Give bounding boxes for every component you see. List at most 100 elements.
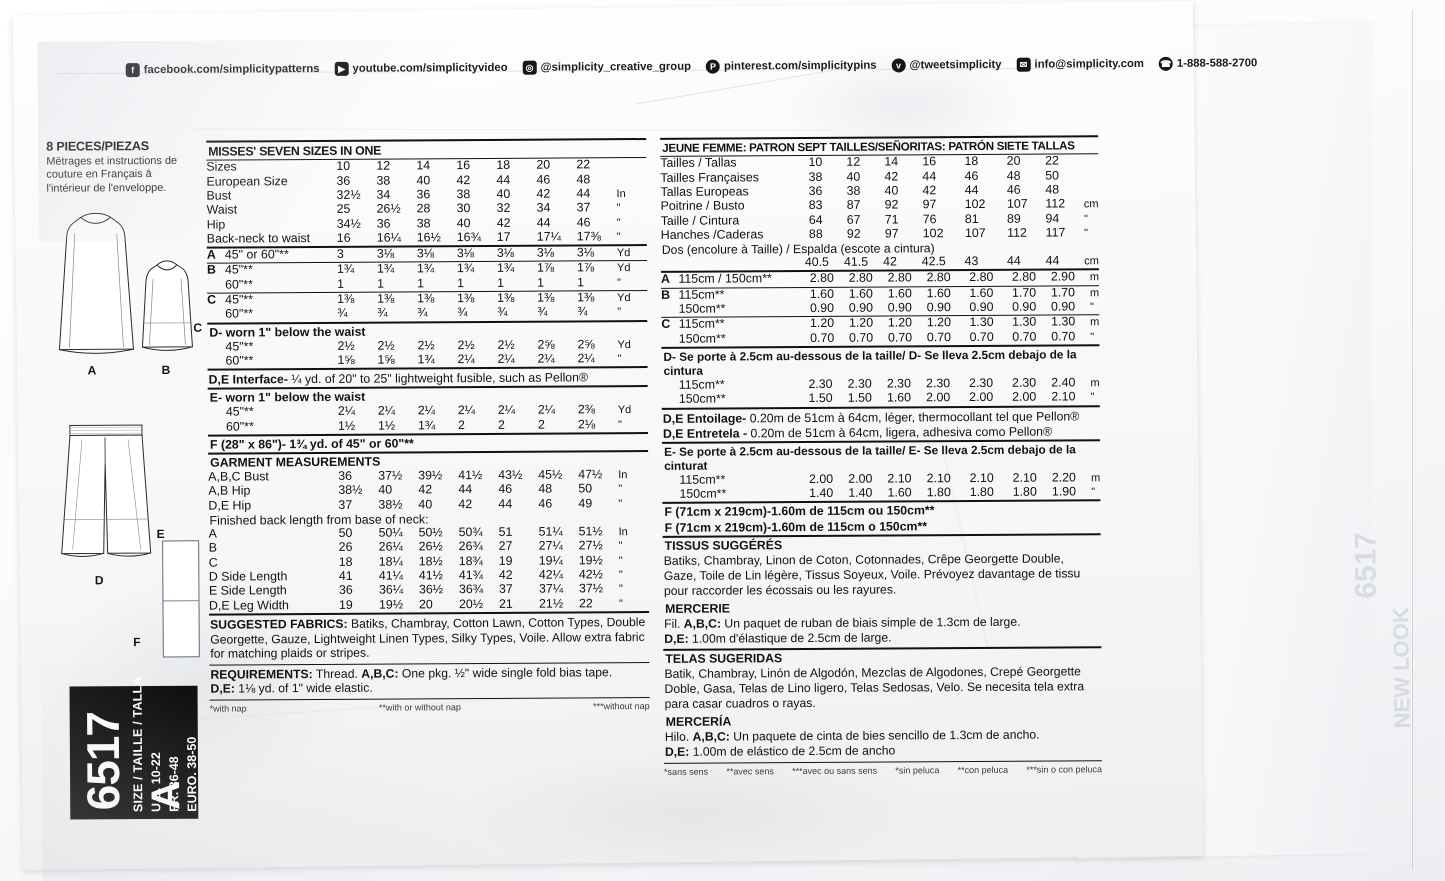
sketch-label-f: F	[133, 635, 141, 650]
row-value: 87	[846, 197, 861, 212]
row-label: A,B Hip	[208, 483, 251, 499]
row-unit: "	[617, 353, 622, 366]
row-value: 2¼	[457, 352, 475, 367]
row-value: 38½	[338, 483, 363, 498]
row-value: 21½	[538, 596, 564, 611]
fabric-width: 45"**	[225, 262, 338, 279]
note-text: ¼ yd. of 20" to 25" lightweight fusible,…	[287, 370, 589, 387]
row-value: 10	[336, 158, 351, 174]
instagram-icon: ◎	[522, 60, 537, 75]
social-link-email[interactable]: ✉ info@simplicity.com	[1016, 57, 1144, 72]
row-value: 20	[1006, 153, 1021, 168]
row-value: 41	[338, 568, 353, 583]
row-unit: Yd	[616, 260, 648, 276]
tissus-text: Batiks, Chambray, Linon de Coton, Cotonn…	[663, 551, 1081, 598]
social-link-youtube[interactable]: ▶ youtube.com/simplicityvideo	[334, 61, 508, 76]
row-value: 2.10	[1051, 389, 1076, 404]
metric-table-column: JEUNE FEMME: PATRON SEPT TAILLES/SEÑORIT…	[660, 135, 1102, 777]
social-link-facebook[interactable]: f facebook.com/simplicitypatterns	[125, 62, 320, 78]
row-unit: "	[616, 202, 621, 215]
metric-view-e-header: E- Se porte à 2.5cm au-dessous de la tai…	[664, 441, 1076, 473]
row-value: ¾	[457, 305, 468, 320]
social-link-label: youtube.com/simplicityvideo	[352, 61, 508, 75]
row-value: 36½	[418, 582, 444, 597]
row-value: 41¾	[458, 568, 484, 583]
row-value: 1⅜	[537, 291, 578, 306]
pattern-envelope-back: f facebook.com/simplicitypatterns ▶ youtube…	[12, 0, 1415, 881]
row-value: 92	[846, 226, 861, 241]
fabric-width: 45"**	[225, 292, 338, 308]
row-value: 1.50	[847, 391, 872, 406]
row-value: 1	[337, 276, 345, 291]
row-value: 42½	[578, 567, 604, 582]
row-value: 83	[808, 198, 823, 213]
row-value: 3⅛	[536, 245, 555, 260]
row-value: 16¼	[376, 230, 401, 245]
row-value: 2.00	[926, 390, 951, 405]
row-value: 1⅜	[497, 291, 538, 307]
row-value: 18	[964, 154, 979, 169]
row-value: 2½	[497, 337, 515, 352]
fabric-width: 60"**	[225, 306, 254, 322]
row-value: 36	[338, 468, 353, 483]
social-link-twitter[interactable]: ᴠ @tweetsimplicity	[891, 58, 1002, 73]
pieces-count-title: 8 PIECES/PIEZAS	[46, 139, 149, 154]
row-unit: Yd	[617, 404, 632, 417]
fabric-width: 150cm**	[678, 331, 726, 346]
requirements-label: REQUIREMENTS:	[210, 666, 313, 682]
row-label: C	[208, 555, 218, 570]
fabric-width: 150cm**	[679, 486, 727, 501]
row-value: 2.00	[1012, 390, 1037, 405]
view-letter	[208, 406, 226, 420]
row-value: 2½	[337, 338, 355, 353]
row-value: 1⅜	[457, 291, 498, 307]
row-value: 36	[336, 173, 351, 188]
row-value: 36	[416, 187, 431, 202]
row-unit	[616, 172, 646, 187]
row-value: 1	[497, 275, 504, 290]
row-value: 42	[922, 183, 937, 198]
merceria-thread: Hilo.	[664, 730, 693, 745]
view-letter: C	[661, 317, 679, 333]
row-unit: m	[1091, 472, 1101, 485]
row-value: 40.5	[804, 255, 829, 270]
row-value: 1.60	[927, 286, 970, 302]
row-value: 2.30	[808, 376, 833, 392]
row-value: 0.90	[887, 300, 912, 315]
row-value: 45½	[538, 467, 563, 482]
footnote-item: *sin peluca	[895, 764, 940, 776]
social-link-label: @tweetsimplicity	[909, 58, 1002, 72]
row-unit: In	[618, 526, 628, 539]
social-link-instagram[interactable]: ◎ @simplicity_creative_group	[522, 60, 691, 75]
view-letter	[661, 303, 678, 318]
row-value: 51½	[578, 524, 603, 539]
row-value: 1¾	[417, 262, 458, 278]
youtube-icon: ▶	[334, 61, 349, 76]
row-value: 94	[1045, 210, 1060, 226]
footnote-item: **con peluca	[957, 764, 1009, 775]
table-row: Back-neck to waist 16 16¼ 16½ 16¾ 17 17¼ 17⅜ "	[207, 229, 647, 247]
row-value: 44	[1006, 253, 1021, 268]
row-value: 1	[577, 275, 584, 290]
row-value: 1	[457, 275, 464, 290]
social-links-bar: f facebook.com/simplicitypatterns ▶ youtube…	[125, 56, 1257, 78]
row-value: 42	[458, 496, 473, 511]
row-value: 27¼	[538, 538, 563, 554]
view-letter	[207, 278, 225, 293]
row-value: 50	[338, 525, 353, 540]
row-label: Tailles / Tallas	[660, 155, 737, 171]
metric-footnotes: *sans sens **avec sens ***avec ou sans sen…	[664, 761, 1102, 777]
merceria-de-label: D,E:	[664, 744, 690, 759]
row-value: 1	[377, 276, 385, 291]
row-value: 2.80	[1011, 270, 1037, 285]
row-value: 41½	[458, 468, 483, 483]
fabric-width: 115cm**	[678, 287, 810, 303]
row-value: 0.70	[848, 330, 874, 345]
row-value: 49	[578, 496, 593, 511]
row-value: 1.20	[927, 316, 970, 331]
social-link-phone[interactable]: ☎ 1-888-588-2700	[1158, 56, 1257, 71]
row-unit: In	[616, 187, 626, 201]
row-value: 2⅝	[577, 337, 595, 352]
view-letter	[661, 332, 678, 346]
